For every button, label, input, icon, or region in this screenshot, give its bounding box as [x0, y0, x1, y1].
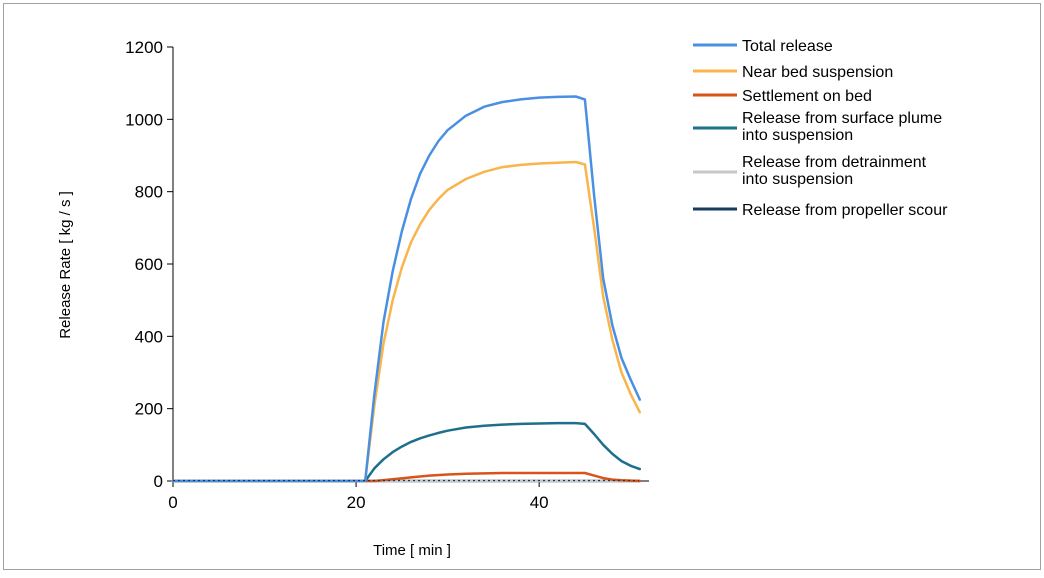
y-tick-label: 400 [135, 327, 163, 346]
legend-label-2: Settlement on bed [742, 88, 872, 105]
y-tick-label: 1200 [125, 38, 163, 57]
series-line-1 [171, 160, 642, 483]
y-tick-label: 800 [135, 183, 163, 202]
legend-label-4: Release from detrainment into suspension [742, 154, 927, 188]
y-axis-label: Release Rate [ kg / s ] [57, 191, 74, 339]
x-tick-label: 40 [530, 493, 549, 512]
y-tick-label: 0 [154, 472, 163, 491]
series-line-2 [171, 471, 642, 483]
series-line-0 [171, 95, 642, 483]
legend-label-5: Release from propeller scour [742, 202, 948, 219]
x-tick-label: 0 [168, 493, 177, 512]
legend-label-0: Total release [742, 38, 833, 55]
x-axis-label: Time [ min ] [373, 542, 451, 559]
y-tick-label: 600 [135, 255, 163, 274]
y-tick-label: 200 [135, 400, 163, 419]
series-line-3 [171, 421, 642, 483]
legend-label-3: Release from surface plume into suspensio… [742, 110, 942, 144]
chart-frame [3, 3, 1041, 570]
legend-label-1: Near bed suspension [742, 64, 893, 81]
x-tick-label: 20 [347, 493, 366, 512]
y-tick-label: 1000 [125, 110, 163, 129]
